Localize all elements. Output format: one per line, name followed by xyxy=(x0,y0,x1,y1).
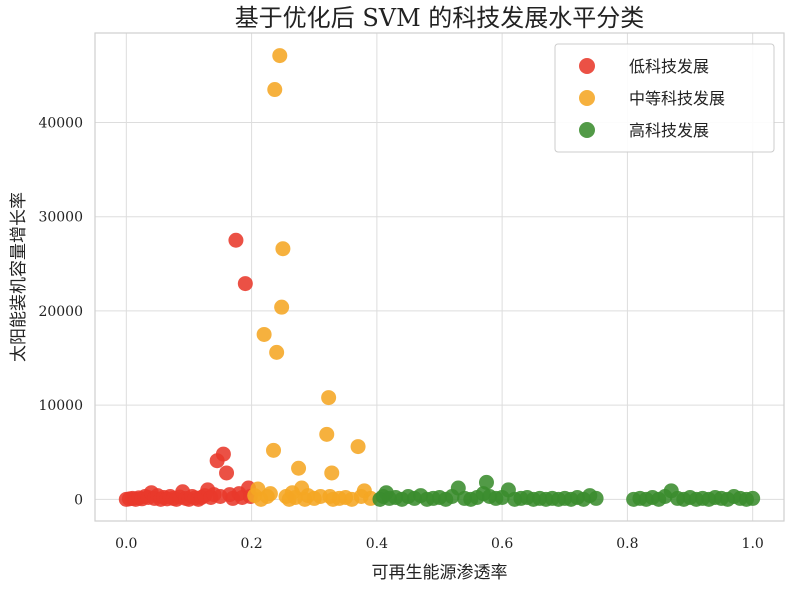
data-point xyxy=(588,490,604,506)
data-point xyxy=(215,446,231,462)
legend-label: 中等科技发展 xyxy=(629,89,725,108)
data-point xyxy=(478,474,494,490)
x-axis-ticks: 0.0 0.2 0.4 0.6 0.8 1.0 xyxy=(115,536,764,552)
data-point xyxy=(272,48,288,64)
data-point xyxy=(267,82,283,98)
x-tick-label: 0.4 xyxy=(366,536,388,552)
x-tick-label: 0.0 xyxy=(115,536,137,552)
data-point xyxy=(350,439,366,455)
legend-box xyxy=(554,43,775,153)
y-tick-label: 20000 xyxy=(38,304,83,320)
legend-label: 低科技发展 xyxy=(629,57,709,76)
data-point xyxy=(269,344,285,360)
data-point xyxy=(321,390,337,406)
data-point xyxy=(745,490,761,506)
data-point xyxy=(262,486,278,502)
y-tick-label: 10000 xyxy=(38,398,83,414)
x-axis-title: 可再生能源渗透率 xyxy=(372,563,508,583)
data-point xyxy=(274,299,290,315)
legend-marker xyxy=(579,122,595,138)
data-point xyxy=(319,426,335,442)
x-tick-label: 0.2 xyxy=(240,536,262,552)
legend-marker xyxy=(579,90,595,106)
legend-marker xyxy=(579,58,595,74)
data-point xyxy=(266,442,282,458)
data-point xyxy=(219,465,235,481)
y-tick-label: 40000 xyxy=(38,115,83,131)
data-point xyxy=(275,241,291,257)
y-tick-label: 0 xyxy=(74,492,83,508)
y-axis-ticks: 0 10000 20000 30000 40000 xyxy=(38,115,83,508)
data-point xyxy=(324,465,340,481)
y-axis-title: 太阳能装机容量增长率 xyxy=(9,192,29,362)
x-tick-label: 0.8 xyxy=(616,536,638,552)
x-tick-label: 0.6 xyxy=(491,536,513,552)
chart-title: 基于优化后 SVM 的科技发展水平分类 xyxy=(235,4,645,32)
plot-frame xyxy=(94,32,785,522)
data-points xyxy=(118,48,761,507)
legend-label: 高科技发展 xyxy=(629,121,709,140)
data-point xyxy=(237,276,253,292)
data-point xyxy=(228,232,244,248)
x-tick-label: 1.0 xyxy=(742,536,764,552)
data-point xyxy=(291,460,307,476)
data-point xyxy=(256,326,272,342)
y-tick-label: 30000 xyxy=(38,210,83,226)
